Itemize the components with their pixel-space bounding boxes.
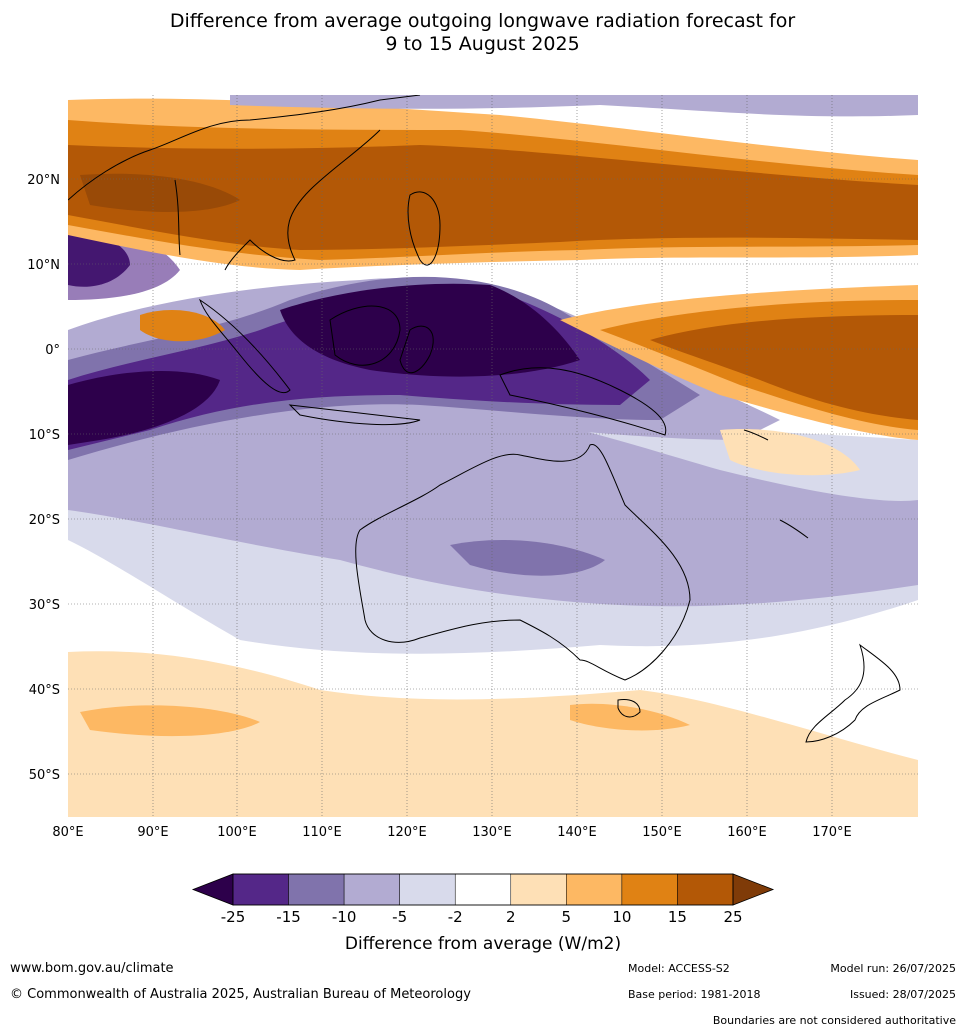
coastlines [68, 95, 901, 743]
olr-anomaly-field [68, 95, 918, 817]
pacific-positive-strong [650, 315, 918, 420]
tasmania-coastline [617, 699, 641, 718]
model-name: Model: ACCESS-S2 [628, 962, 730, 975]
india-coastline [174, 179, 181, 256]
moderate-negative-area [68, 404, 918, 607]
australia-negative-patch [450, 540, 605, 576]
sulawesi-coastline [399, 325, 434, 373]
lat-tick-label: 10°S [29, 428, 60, 443]
colorbar-tick-label: 5 [562, 908, 572, 926]
lon-tick-label: 130°E [472, 825, 512, 840]
java-coastline [288, 404, 421, 426]
colorbar-cell [288, 873, 345, 906]
copyright: © Commonwealth of Australia 2025, Austra… [10, 987, 471, 1002]
longitude-axis: 80°E 90°E 100°E 110°E 120°E 130°E 140°E … [52, 825, 851, 840]
colorbar-cell [454, 873, 512, 906]
colorbar-tick-label: -5 [392, 908, 407, 926]
colorbar-cell [399, 873, 456, 906]
lat-tick-label: 0° [45, 343, 60, 358]
lat-tick-label: 20°N [27, 173, 60, 188]
northern-positive-strong [68, 145, 918, 250]
new-zealand-coastline [805, 643, 901, 743]
coral-sea-positive [720, 429, 860, 476]
lat-tick-label: 20°S [29, 513, 60, 528]
colorbar: -25 -15 -10 -5 -2 2 5 10 15 25 Difference from av… [191, 873, 775, 954]
lon-tick-label: 90°E [137, 825, 168, 840]
lon-tick-label: 80°E [52, 825, 83, 840]
model-run-date: Model run: 26/07/2025 [830, 962, 956, 975]
philippines-coastline [407, 191, 441, 266]
colorbar-tick-label: -25 [221, 908, 246, 926]
latitude-axis: 20°N 10°N 0° 10°S 20°S 30°S 40°S 50°S [27, 173, 60, 783]
lon-tick-label: 170°E [812, 825, 852, 840]
lat-tick-label: 30°S [29, 598, 60, 613]
lon-tick-label: 160°E [727, 825, 767, 840]
sumatra-coastline [199, 298, 291, 393]
northern-positive-peak [80, 173, 240, 212]
indian-ocean-minimum [68, 370, 220, 445]
colorbar-cell [510, 873, 567, 906]
colorbar-tick-label: 25 [723, 908, 742, 926]
lat-tick-label: 40°S [29, 683, 60, 698]
solomon-islands-coastline [743, 429, 769, 441]
title-line-2: 9 to 15 August 2025 [385, 33, 580, 55]
lon-tick-label: 120°E [387, 825, 427, 840]
andaman-positive [140, 310, 225, 342]
lon-tick-label: 100°E [217, 825, 257, 840]
new-guinea-coastline [499, 367, 667, 436]
lon-tick-label: 140°E [557, 825, 597, 840]
australia-coastline [355, 444, 691, 681]
colorbar-cells [232, 873, 734, 906]
lon-tick-label: 110°E [302, 825, 342, 840]
colorbar-max-extension [732, 873, 775, 906]
colorbar-tick-label: 15 [668, 908, 687, 926]
colorbar-cell [621, 873, 678, 906]
colorbar-min-extension [191, 873, 234, 906]
asia-coastline [68, 95, 421, 271]
issued-date: Issued: 28/07/2025 [849, 988, 956, 1001]
colorbar-tick-label: -15 [276, 908, 301, 926]
colorbar-cell [677, 873, 734, 906]
colorbar-tick-label: -10 [332, 908, 357, 926]
colorbar-title: Difference from average (W/m2) [345, 934, 621, 954]
northern-top-negative [230, 95, 918, 117]
lat-tick-label: 50°S [29, 768, 60, 783]
colorbar-cell [343, 873, 400, 906]
base-period: Base period: 1981-2018 [628, 988, 761, 1001]
colorbar-tick-label: 2 [506, 908, 516, 926]
colorbar-ticks: -25 -15 -10 -5 -2 2 5 10 15 25 [221, 908, 743, 926]
southern-positive-band [68, 651, 918, 817]
borneo-coastline [329, 305, 401, 366]
colorbar-cell [232, 873, 289, 906]
website-link[interactable]: www.bom.gov.au/climate [10, 961, 174, 976]
colorbar-tick-label: -2 [448, 908, 463, 926]
chart-title: Difference from average outgoing longwav… [0, 10, 965, 56]
new-caledonia-coastline [779, 519, 809, 539]
southern-positive-core [80, 705, 260, 737]
graticule [68, 95, 918, 817]
colorbar-tick-label: 10 [612, 908, 631, 926]
lon-tick-label: 150°E [642, 825, 682, 840]
title-line-1: Difference from average outgoing longwav… [169, 10, 796, 32]
disclaimer: Boundaries are not considered authoritat… [712, 1014, 956, 1027]
colorbar-frame [232, 873, 734, 906]
lat-tick-label: 10°N [27, 258, 60, 273]
colorbar-cell [566, 873, 623, 906]
